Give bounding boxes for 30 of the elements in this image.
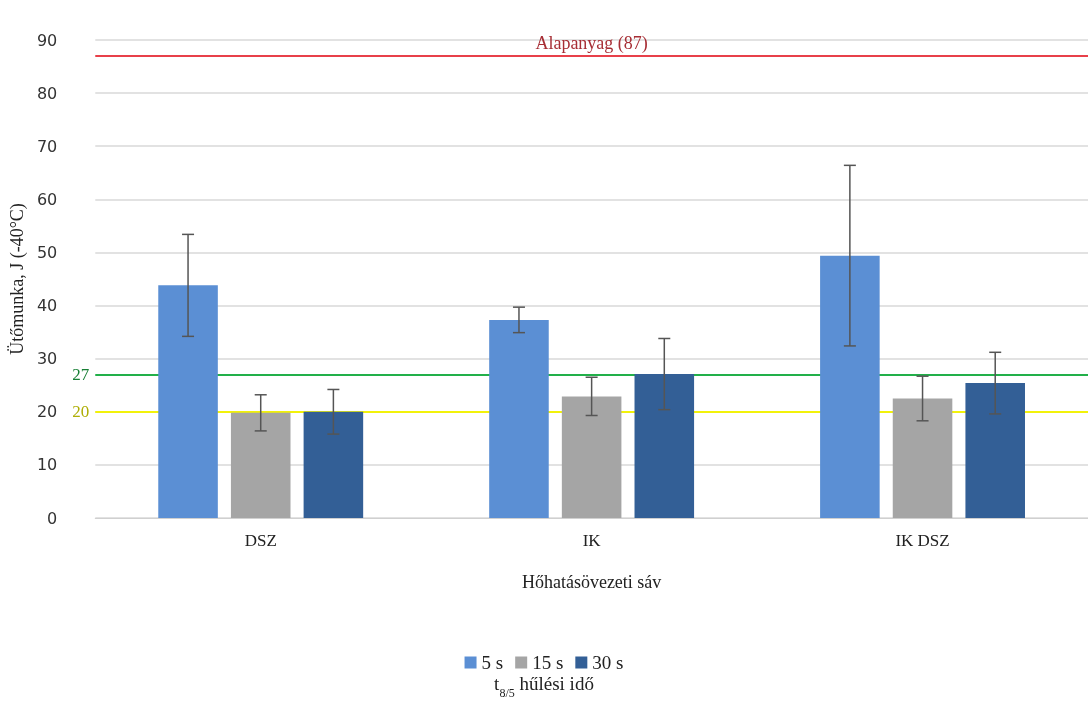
x-tick-label: DSZ [244,531,277,550]
bar [634,374,695,518]
y-tick-label: 40 [36,296,58,316]
bar [158,285,218,518]
ref-line-label: 20 [72,402,90,422]
y-tick-label: 60 [36,189,58,209]
x-axis-title: Hőhatásövezeti sáv [521,572,662,592]
y-tick-label: 50 [36,242,58,262]
bar [892,398,953,518]
legend-label: 30 s [592,652,624,673]
legend-label: 5 s [481,652,504,673]
ref-line-label: 27 [72,365,90,385]
legend-label: 15 s [532,652,564,673]
x-tick-label: IK DSZ [895,531,950,550]
bar [489,319,549,518]
bar [230,412,291,518]
y-tick-label: 10 [36,455,58,475]
y-tick-label: 80 [36,83,58,103]
y-axis-title: Ütőmunka, J (-40°C) [7,203,28,355]
bar [820,255,880,518]
y-tick-label: 20 [36,402,58,422]
y-tick-label: 30 [36,349,58,369]
bar [561,396,622,518]
bar [965,383,1025,518]
y-tick-label: 70 [36,136,58,156]
y-tick-label: 90 [36,30,58,50]
ref-line-label: Alapanyag (87) [535,32,648,54]
bar [303,411,364,518]
y-tick-label: 0 [47,508,58,528]
x-tick-label: IK [582,531,602,550]
